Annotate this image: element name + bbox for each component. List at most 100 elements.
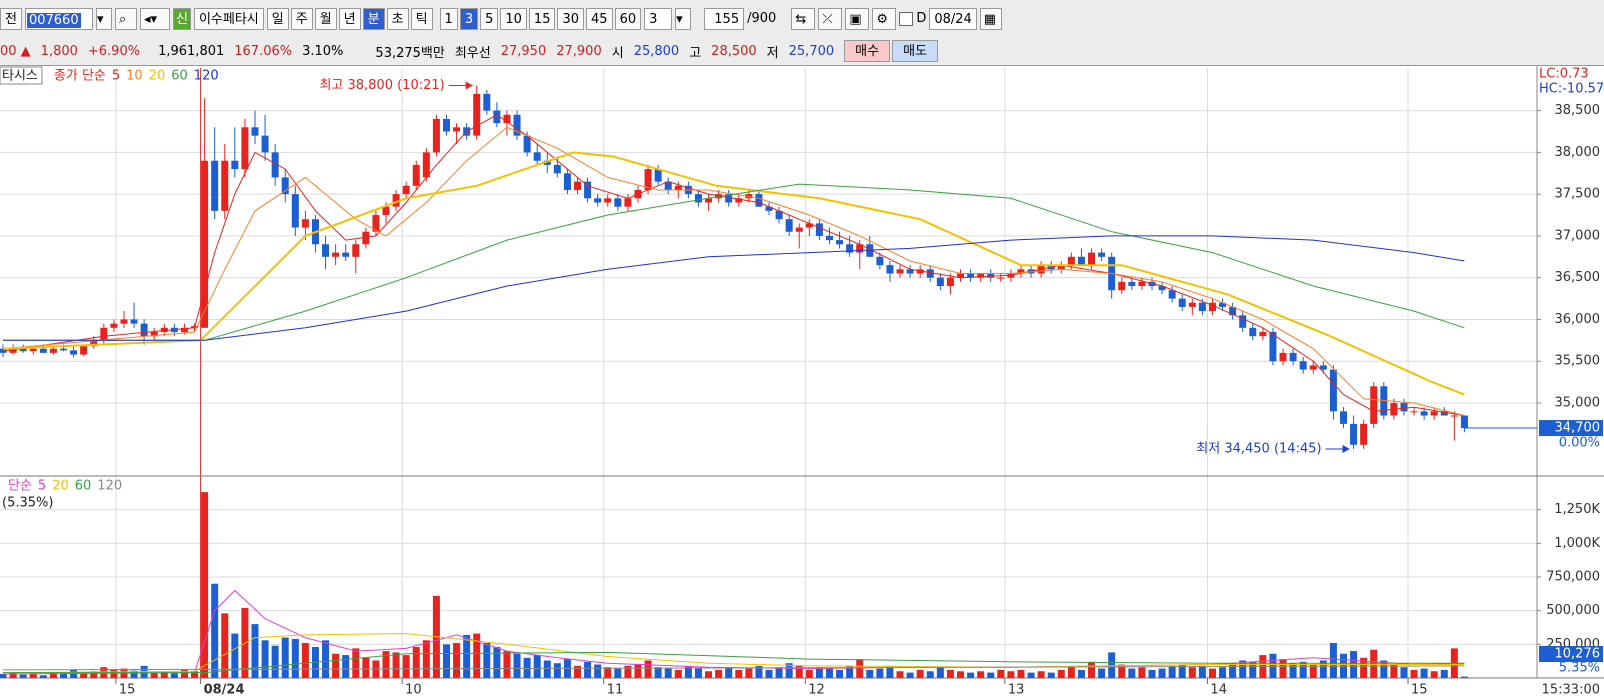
candle-body	[1339, 411, 1347, 424]
volume-bar	[301, 642, 309, 678]
candle-body	[876, 256, 884, 266]
candle-body	[926, 269, 934, 278]
volume-bar	[1198, 665, 1206, 678]
volume-bar	[1249, 661, 1257, 678]
tool-button[interactable]: ⤫	[818, 7, 843, 30]
candle-body	[604, 198, 612, 203]
candle-body	[1299, 361, 1307, 370]
last-price: 34,700	[1555, 421, 1601, 436]
volume-bar	[664, 668, 672, 678]
candle-body	[624, 198, 632, 207]
interval-button[interactable]: 3	[459, 7, 479, 30]
volume-bar	[0, 673, 7, 678]
interval-button[interactable]: 15	[528, 7, 556, 30]
interval-button[interactable]: 60	[614, 7, 642, 30]
volume-bar	[1400, 667, 1408, 678]
interval-button[interactable]: 45	[586, 7, 613, 30]
candle-body	[493, 110, 501, 124]
checkbox[interactable]	[899, 11, 914, 26]
code-dropdown[interactable]: ▾	[95, 7, 112, 30]
period-button[interactable]: 초	[386, 7, 409, 30]
y-tick-label: 1,000K	[1554, 536, 1600, 551]
candle-body	[261, 135, 269, 153]
period-button[interactable]: 틱	[410, 7, 433, 30]
volume-bar	[584, 661, 592, 678]
volume-bar	[59, 673, 67, 678]
candle-body	[997, 277, 1005, 279]
period-button[interactable]: 월	[314, 7, 337, 30]
interval-button[interactable]: 5	[480, 7, 499, 30]
volume-bar	[956, 671, 964, 678]
volume-bar	[644, 660, 652, 678]
volume-bar	[130, 670, 138, 678]
candle-body	[332, 252, 340, 257]
volume-bar	[805, 669, 813, 678]
candle-body	[140, 323, 148, 337]
interval-button[interactable]: 30	[557, 7, 585, 30]
candle-body	[503, 114, 511, 124]
volume-bar	[614, 668, 622, 678]
volume-bar	[493, 647, 501, 678]
y-tick-label: 36,500	[1555, 270, 1601, 285]
count-input[interactable]: 155	[704, 7, 745, 30]
volume-bar	[1329, 642, 1337, 678]
sell-button[interactable]: 매도	[892, 40, 939, 62]
prev-button[interactable]: 전	[0, 7, 22, 30]
x-tick-label: 10	[405, 683, 422, 696]
annotation-arrowhead	[465, 81, 473, 90]
candle-body	[674, 185, 682, 190]
volume-bar	[180, 669, 188, 678]
high: 28,500	[711, 43, 757, 59]
volume-bar	[654, 667, 662, 678]
date-input[interactable]: 08/24	[929, 7, 977, 30]
candle-body	[352, 244, 360, 257]
volume-bar	[1057, 669, 1065, 678]
count-select[interactable]: 3	[644, 7, 673, 30]
candle-body	[432, 118, 440, 153]
tool-button[interactable]: ⇆	[791, 7, 816, 30]
interval-button[interactable]: 10	[500, 7, 527, 30]
volume-bar	[150, 672, 158, 678]
candle-body	[705, 198, 713, 203]
volume-bar	[815, 667, 823, 678]
code-input[interactable]: 007660	[24, 7, 93, 30]
candle-body	[49, 348, 57, 353]
count-dropdown[interactable]: ▾	[675, 7, 692, 30]
candle-body	[967, 273, 975, 278]
volume-bar	[1067, 667, 1075, 678]
settings-button[interactable]: ⚙	[872, 7, 897, 30]
candle-body	[825, 235, 833, 241]
volume-bar	[926, 671, 934, 678]
volume-bar	[1007, 671, 1015, 678]
candle-body	[735, 198, 743, 203]
period-button[interactable]: 일	[266, 7, 289, 30]
candle-body	[251, 127, 259, 136]
save-button[interactable]: ▣	[845, 7, 870, 30]
candle-body	[664, 181, 672, 190]
volume-bar	[1098, 668, 1106, 678]
volume-bar	[936, 667, 944, 678]
open-label: 시	[611, 45, 624, 61]
legend-entry: 120	[97, 479, 122, 494]
volume-bar	[1138, 667, 1146, 678]
calendar-button[interactable]: ▦	[979, 7, 1002, 30]
candle-body	[1067, 256, 1075, 266]
candle-body	[29, 348, 37, 352]
candle-body	[574, 181, 582, 190]
volume-bar	[1108, 652, 1116, 678]
volume-bar	[1279, 659, 1287, 678]
candle-body	[1077, 256, 1085, 266]
period-button[interactable]: 년	[338, 7, 361, 30]
volume-bar	[170, 673, 178, 678]
period-button[interactable]: 분	[362, 7, 385, 30]
search-button[interactable]: ⌕	[114, 7, 137, 30]
candle-body	[856, 244, 864, 253]
last-volume-box	[1539, 646, 1603, 662]
buy-button[interactable]: 매수	[844, 40, 891, 62]
sound-button[interactable]: ◂▾	[139, 7, 170, 30]
period-button[interactable]: 주	[290, 7, 313, 30]
volume-bar	[1309, 664, 1317, 678]
interval-button[interactable]: 1	[439, 7, 458, 30]
